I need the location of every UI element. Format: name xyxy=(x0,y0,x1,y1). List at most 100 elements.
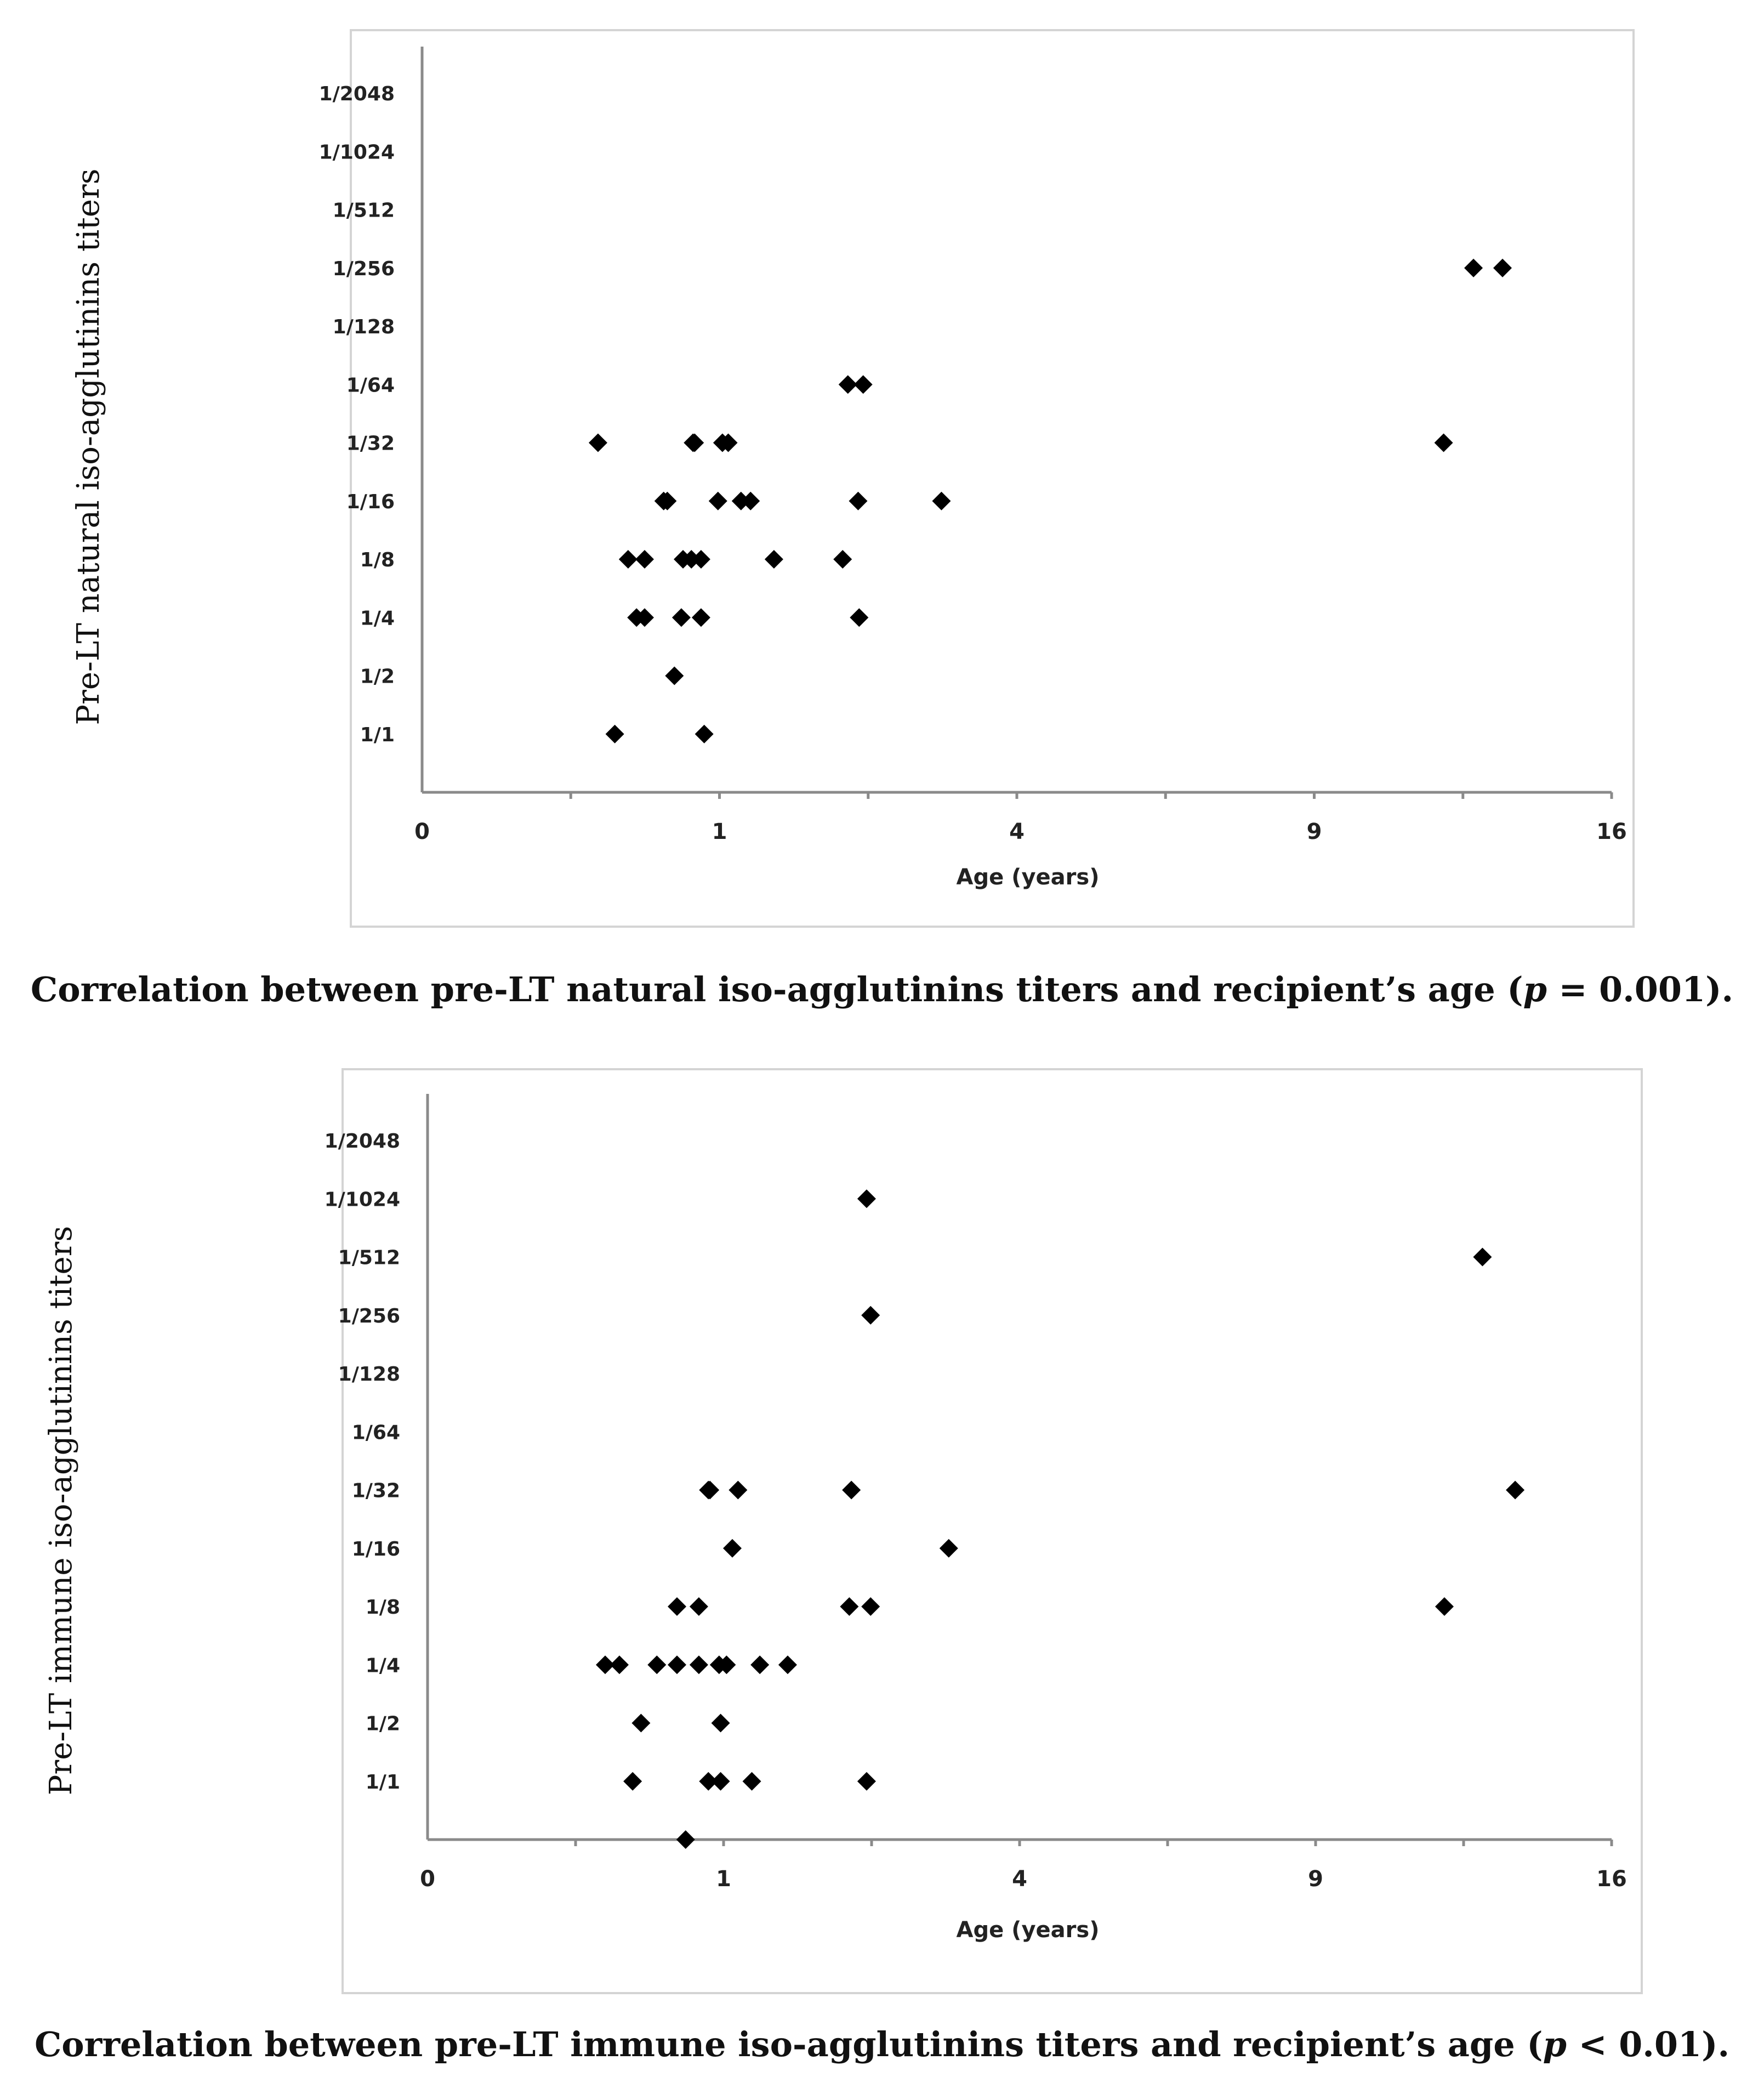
chart-2-y-tick-label: 1/512 xyxy=(338,1247,400,1269)
chart-2-y-tick-label: 1/32 xyxy=(352,1480,400,1502)
chart-2-data-point xyxy=(1435,1597,1454,1616)
chart-1-data-point xyxy=(695,724,714,744)
chart-2-data-point xyxy=(668,1597,687,1616)
chart-2-data-point xyxy=(857,1189,876,1208)
chart-1-x-tick-label: 9 xyxy=(1307,819,1322,844)
chart-2-y-tick-label: 1/1 xyxy=(366,1771,400,1794)
chart-1-axes xyxy=(420,47,1613,799)
chart-1-data-point xyxy=(833,550,852,569)
chart-2-data-point xyxy=(939,1539,958,1558)
chart-2-data-point xyxy=(861,1306,880,1325)
chart-1-y-tick-label: 1/512 xyxy=(333,200,395,222)
chart-2: Pre-LT immune iso-agglutinins titers 1/1… xyxy=(43,1068,1643,1994)
chart-1-y-tick-label: 1/1 xyxy=(360,724,395,746)
chart-2-xlabel: Age (years) xyxy=(957,1917,1100,1943)
chart-1-data-point xyxy=(1493,258,1512,277)
chart-2-y-tick-label: 1/128 xyxy=(338,1363,400,1386)
chart-2-y-tick-label: 1/64 xyxy=(352,1421,400,1444)
chart-1-data-point xyxy=(618,550,638,569)
chart-1-data-point xyxy=(731,491,750,510)
chart-2-x-tick-label: 1 xyxy=(716,1866,731,1892)
chart-1-data-point xyxy=(658,491,677,510)
chart-2-data-point xyxy=(689,1597,708,1616)
chart-1-data-point xyxy=(682,550,701,569)
chart-2-y-tick-label: 1/8 xyxy=(366,1596,400,1619)
chart-2-caption-text: Correlation between pre-LT immune iso-ag… xyxy=(34,2024,1543,2064)
chart-1-data-point xyxy=(853,375,873,394)
chart-2-caption: Correlation between pre-LT immune iso-ag… xyxy=(0,2024,1764,2064)
chart-1-x-tick-labels: 0 1 4 9 16 xyxy=(414,819,1627,844)
chart-1-points xyxy=(588,258,1512,744)
chart-2-data-point xyxy=(596,1655,614,1675)
chart-1-caption-p: p xyxy=(1523,969,1547,1009)
chart-2-caption-rest: < 0.01). xyxy=(1567,2024,1730,2064)
chart-2-data-point xyxy=(610,1655,629,1675)
chart-2-data-point xyxy=(711,1713,730,1733)
chart-1-y-tick-label: 1/64 xyxy=(346,374,395,396)
chart-2-ylabel: Pre-LT immune iso-agglutinins titers xyxy=(43,1226,79,1795)
chart-1-data-point xyxy=(838,375,857,394)
chart-1-data-point xyxy=(588,433,607,452)
chart-2-y-tick-label: 1/1024 xyxy=(325,1188,400,1211)
chart-2-x-tick-label: 0 xyxy=(420,1866,435,1892)
chart-1-frame xyxy=(350,29,1635,928)
chart-1-xlabel: Age (years) xyxy=(957,865,1100,890)
chart-2-data-point xyxy=(742,1772,761,1791)
chart-1-data-point xyxy=(1464,258,1483,277)
chart-1-y-tick-label: 1/1024 xyxy=(319,141,395,163)
chart-1-caption-text: Correlation between pre-LT natural iso-a… xyxy=(30,969,1523,1009)
chart-1-data-point xyxy=(635,550,654,569)
chart-2-y-tick-label: 1/4 xyxy=(366,1654,400,1677)
chart-2-data-point xyxy=(842,1480,861,1500)
chart-2-data-point xyxy=(722,1539,742,1558)
chart-2-data-point xyxy=(857,1772,876,1791)
chart-1-caption: Correlation between pre-LT natural iso-a… xyxy=(0,969,1764,1009)
chart-1-data-point xyxy=(665,666,684,685)
chart-2-y-tick-labels: 1/1 1/2 1/4 1/8 1/16 1/32 1/64 1/128 1/256 1/512 1… xyxy=(325,1130,400,1794)
chart-1-x-tick-label: 4 xyxy=(1009,819,1025,844)
chart-1-data-point xyxy=(741,491,760,510)
chart-1-data-point xyxy=(605,724,624,744)
chart-1-y-tick-label: 1/32 xyxy=(346,433,395,455)
chart-2-data-point xyxy=(701,1480,720,1500)
chart-2-y-tick-label: 1/2048 xyxy=(325,1130,400,1153)
chart-2-data-point xyxy=(778,1655,797,1675)
chart-1-data-point xyxy=(850,608,869,627)
chart-1-data-point xyxy=(764,550,783,569)
chart-1-x-tick-label: 1 xyxy=(712,819,727,844)
chart-2-data-point xyxy=(840,1597,859,1616)
chart-1-data-point xyxy=(719,433,738,452)
chart-2-x-tick-label: 4 xyxy=(1012,1866,1027,1892)
chart-1-caption-rest: = 0.001). xyxy=(1546,969,1734,1009)
chart-1-ylabel: Pre-LT natural iso-agglutinins titers xyxy=(71,168,106,725)
chart-2-frame xyxy=(342,1068,1643,1994)
chart-1-y-tick-label: 1/2 xyxy=(360,666,395,688)
chart-1-y-tick-label: 1/128 xyxy=(333,316,395,338)
chart-2-data-point xyxy=(750,1655,770,1675)
chart-1-data-point xyxy=(1434,433,1453,452)
chart-1-data-point xyxy=(691,608,710,627)
chart-1-data-point xyxy=(932,491,951,510)
chart-2-y-tick-label: 1/2 xyxy=(366,1713,400,1735)
chart-1-y-tick-label: 1/8 xyxy=(360,549,395,571)
chart-2-data-point xyxy=(623,1772,642,1791)
chart-2-data-point xyxy=(676,1830,695,1849)
chart-1-data-point xyxy=(672,608,691,627)
chart-1-data-point xyxy=(685,433,704,452)
chart-1-y-tick-labels: 1/1 1/2 1/4 1/8 1/16 1/32 1/64 1/128 1/256 1/512 1… xyxy=(319,83,395,746)
chart-2-data-point xyxy=(717,1655,736,1675)
chart-2-axes xyxy=(426,1094,1613,1846)
chart-2-data-point xyxy=(699,1772,718,1791)
chart-1-y-tick-label: 1/256 xyxy=(333,258,395,280)
chart-2-data-point xyxy=(1473,1247,1492,1267)
chart-2-y-tick-label: 1/256 xyxy=(338,1305,400,1327)
chart-1: Pre-LT natural iso-agglutinins titers 1/… xyxy=(71,29,1635,928)
chart-2-data-point xyxy=(711,1772,730,1791)
chart-2-y-tick-label: 1/16 xyxy=(352,1538,400,1560)
chart-1-y-tick-label: 1/4 xyxy=(360,607,395,629)
chart-2-data-point xyxy=(647,1655,667,1675)
chart-1-data-point xyxy=(691,550,710,569)
chart-1-x-tick-label: 16 xyxy=(1596,819,1627,844)
chart-2-points xyxy=(596,1189,1525,1849)
